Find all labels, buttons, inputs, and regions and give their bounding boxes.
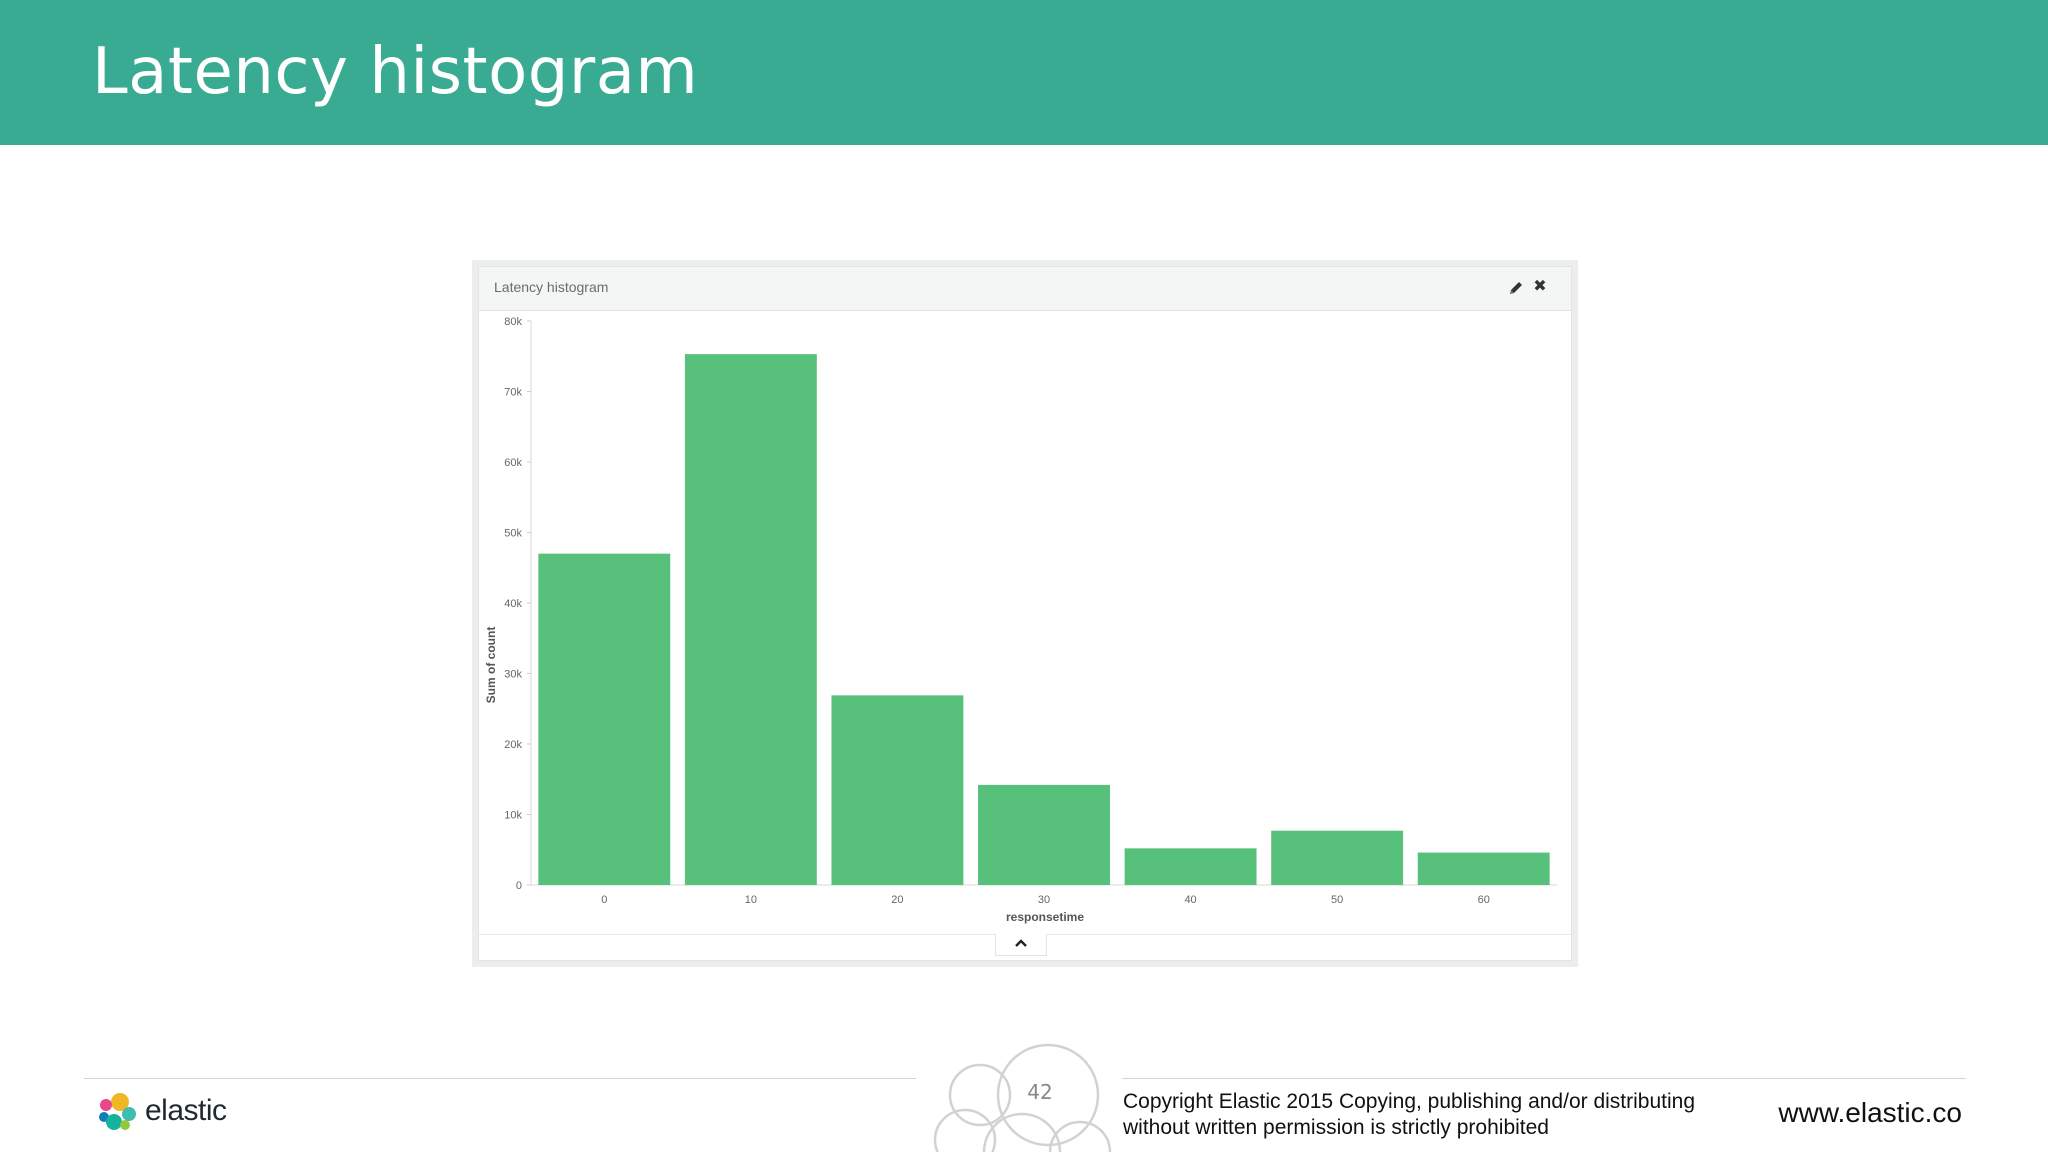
panel-header: Latency histogram ✖ [479,267,1571,311]
y-tick-label: 60k [504,457,522,469]
histogram-bar[interactable] [1124,848,1257,885]
slide-title: Latency histogram [92,35,699,109]
x-axis: 0 10 20 30 40 50 60 [531,884,1557,906]
decorative-cloud [933,1043,1112,1152]
y-axis: 0 10k 20k 30k 40k 50k 60k 70k 80k [504,316,532,892]
x-tick-label: 20 [891,894,903,906]
elastic-logo-icon [98,1092,138,1132]
panel-title: Latency histogram [494,279,609,295]
page-number: 42 [1027,1080,1053,1104]
x-tick-label: 60 [1478,894,1490,906]
x-tick-label: 10 [745,894,757,906]
y-tick-label: 50k [504,528,522,540]
x-tick-label: 50 [1331,894,1343,906]
histogram-bar[interactable] [1271,830,1404,885]
y-axis-title: Sum of count [484,627,498,704]
footer-divider-left [84,1078,916,1079]
x-axis-title: responsetime [1006,910,1084,924]
chevron-up-icon [1015,939,1027,947]
y-tick-label: 70k [504,387,522,399]
y-tick-label: 20k [504,739,522,751]
bars [538,354,1550,885]
visualization-frame: Latency histogram ✖ 0 10k 20k 30k 40k 50k 60k 7… [472,260,1578,967]
header-band [0,0,2048,145]
y-tick-label: 10k [504,810,522,822]
histogram-bar[interactable] [684,354,817,885]
histogram-bar[interactable] [1417,852,1550,885]
copyright-line-2: without written permission is strictly p… [1123,1116,1549,1139]
histogram-bar[interactable] [831,695,964,885]
visualization-panel: Latency histogram ✖ 0 10k 20k 30k 40k 50k 60k 7… [478,266,1572,961]
y-tick-label: 0 [516,880,522,892]
y-tick-label: 80k [504,316,522,328]
brand-name: elastic [145,1094,227,1127]
x-tick-label: 0 [601,894,607,906]
footer-divider-right [1122,1078,1966,1079]
x-tick-label: 40 [1184,894,1196,906]
x-tick-label: 30 [1038,894,1050,906]
close-icon[interactable]: ✖ [1533,278,1547,295]
histogram-bar[interactable] [978,784,1110,885]
website-url[interactable]: www.elastic.co [1778,1097,1962,1128]
pencil-icon[interactable] [1507,279,1525,297]
y-tick-label: 40k [504,598,522,610]
y-tick-label: 30k [504,669,522,681]
histogram-bar[interactable] [538,553,671,885]
collapse-button[interactable] [995,934,1047,956]
copyright-line-1: Copyright Elastic 2015 Copying, publishi… [1123,1090,1696,1113]
copyright-notice: Copyright Elastic 2015 Copying, publishi… [1123,1089,1723,1141]
